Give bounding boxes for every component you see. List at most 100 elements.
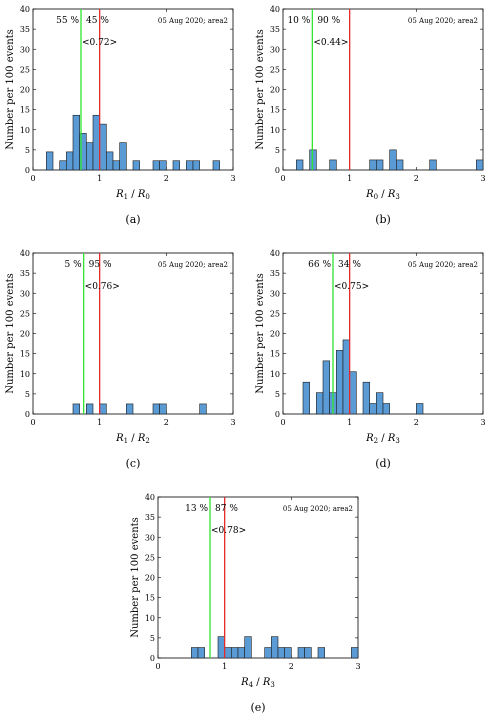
y-tick-label: 30	[270, 289, 280, 298]
panel-caption: (a)	[125, 213, 140, 226]
histogram-bar	[231, 647, 239, 659]
histogram-bar	[264, 647, 272, 659]
y-axis-label: Number per 100 events	[130, 517, 141, 638]
x-tick-label: 3	[230, 174, 235, 183]
histogram-bar	[342, 339, 350, 415]
histogram-bar	[172, 160, 180, 171]
y-tick-label: 10	[20, 370, 30, 379]
x-axis-label-part: R	[387, 433, 396, 444]
x-axis-label-part: 0	[145, 193, 149, 201]
x-tick-label: 0	[155, 662, 160, 671]
percent-left-label: 10 %	[287, 16, 310, 26]
median-value-label: <0.78>	[211, 526, 246, 536]
y-tick-label: 5	[25, 146, 30, 155]
x-tick-label: 2	[289, 662, 294, 671]
histogram-bar	[72, 114, 80, 171]
histogram-bar	[336, 350, 344, 415]
x-tick-label: 1	[222, 662, 227, 671]
histogram-bar	[271, 636, 279, 659]
histogram-bar	[349, 371, 357, 415]
y-tick-label: 30	[20, 45, 30, 54]
y-tick-label: 35	[145, 513, 155, 522]
x-tick-label: 3	[355, 662, 360, 671]
plot-frame	[282, 8, 484, 171]
histogram-bar	[152, 403, 160, 415]
x-tick-label: 3	[480, 418, 485, 427]
x-axis-label-part: /	[128, 189, 138, 200]
histogram-bar	[382, 403, 390, 415]
y-tick-label: 5	[25, 390, 30, 399]
y-tick-label: 40	[145, 493, 155, 502]
y-tick-label: 20	[20, 330, 30, 339]
histogram-bar	[416, 403, 424, 415]
histogram-bar	[244, 636, 252, 659]
histogram-bar	[362, 381, 370, 415]
x-axis-label-part: R	[365, 189, 374, 200]
y-axis-label: Number per 100 events	[5, 29, 16, 150]
histogram-bar	[72, 403, 80, 415]
x-axis-label-part: R	[137, 189, 146, 200]
date-area-tag: 05 Aug 2020; area2	[408, 17, 478, 25]
histogram-bar	[66, 151, 74, 171]
histogram-bar	[376, 159, 384, 171]
x-tick-label: 3	[480, 174, 485, 183]
y-tick-label: 30	[20, 289, 30, 298]
y-tick-label: 35	[20, 25, 30, 34]
histogram-bar	[197, 647, 205, 659]
y-tick-label: 5	[150, 634, 155, 643]
y-tick-label: 10	[20, 126, 30, 135]
histogram-bar	[297, 647, 305, 659]
histogram-bar	[296, 159, 304, 171]
histogram-bar	[217, 636, 225, 659]
date-area-tag: 05 Aug 2020; area2	[158, 261, 228, 269]
plot-frame	[32, 8, 234, 171]
y-axis-label: Number per 100 events	[5, 273, 16, 394]
histogram-bar	[126, 403, 134, 415]
histogram-bar	[277, 647, 285, 659]
histogram-bar	[237, 647, 245, 659]
histogram-bar	[212, 160, 220, 171]
histogram-bar	[309, 149, 317, 171]
x-tick-label: 1	[347, 418, 352, 427]
histogram-panel: 0 5 10 15 20 25 30 35 40 0 1 2 3 55 % 45 % <0.72> 05 Aug…	[5, 3, 245, 233]
histogram-bar	[152, 160, 160, 171]
y-tick-label: 0	[25, 166, 30, 175]
histogram-bar	[159, 160, 167, 171]
percent-right-label: 87 %	[215, 504, 238, 514]
y-tick-label: 20	[270, 86, 280, 95]
x-axis-label-part: /	[253, 677, 263, 688]
median-value-label: <0.75>	[334, 282, 369, 292]
x-axis-label-part: R	[115, 433, 124, 444]
x-axis-label-part: 3	[395, 437, 399, 445]
x-tick-label: 0	[30, 418, 35, 427]
histogram-bar	[322, 360, 330, 415]
y-tick-label: 15	[145, 594, 155, 603]
x-axis-label-part: 4	[249, 681, 254, 689]
y-tick-label: 40	[20, 5, 30, 14]
histogram-bar	[376, 392, 384, 415]
x-axis-label-part: R	[240, 677, 249, 688]
x-axis-label-part: 3	[270, 681, 274, 689]
x-axis-label: R2 / R3	[365, 433, 400, 445]
y-axis-label: Number per 100 events	[255, 29, 266, 150]
histogram-bar	[369, 159, 377, 171]
x-tick-label: 1	[97, 418, 102, 427]
x-axis-label-part: 3	[395, 193, 399, 201]
x-axis-label: R1 / R2	[115, 433, 150, 445]
y-tick-label: 0	[275, 166, 280, 175]
y-tick-label: 40	[270, 249, 280, 258]
y-tick-label: 30	[270, 45, 280, 54]
percent-left-label: 66 %	[308, 260, 331, 270]
x-axis-label: R0 / R3	[365, 189, 400, 201]
y-tick-label: 15	[270, 350, 280, 359]
percent-right-label: 90 %	[317, 16, 340, 26]
y-tick-label: 0	[275, 410, 280, 419]
histogram-bar	[186, 160, 194, 171]
x-tick-label: 2	[164, 174, 169, 183]
y-tick-label: 5	[275, 146, 280, 155]
histogram-panel: 0 5 10 15 20 25 30 35 40 0 1 2 3 66 % 34 % <0.75> 05 Aug…	[255, 247, 495, 477]
histogram-bar	[351, 647, 359, 659]
histogram-bar	[191, 647, 199, 659]
